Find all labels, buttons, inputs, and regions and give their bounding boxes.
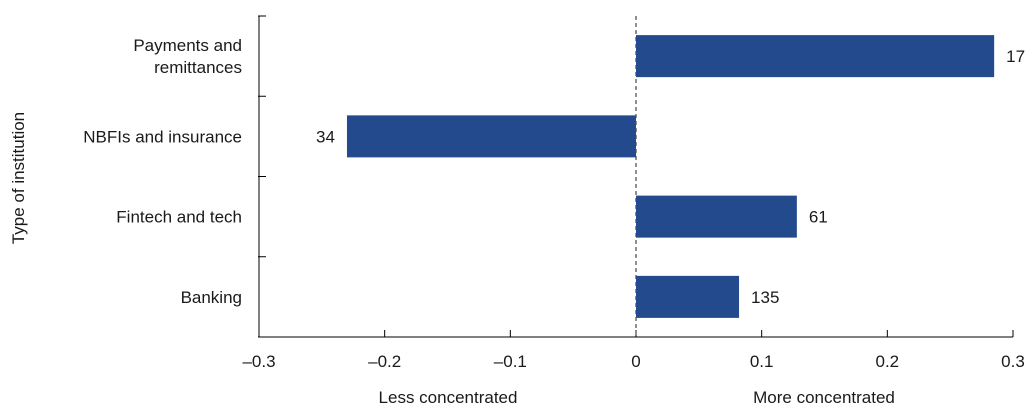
bar — [636, 195, 797, 238]
annotation-less-concentrated: Less concentrated — [379, 388, 518, 407]
category-label: Banking — [181, 288, 242, 307]
data-label: 61 — [809, 208, 828, 227]
data-label: 135 — [751, 288, 779, 307]
category-label: Fintech and tech — [116, 208, 242, 227]
data-label: 34 — [316, 127, 335, 146]
category-label: NBFIs and insurance — [83, 127, 242, 146]
data-label: 17 — [1006, 47, 1025, 66]
category-label: remittances — [154, 58, 242, 77]
x-tick-label: 0.3 — [1001, 352, 1025, 371]
x-tick-label: 0.1 — [750, 352, 774, 371]
bar — [636, 275, 740, 318]
bar — [636, 35, 995, 78]
y-axis-label: Type of institution — [9, 112, 28, 244]
x-tick-label: –0.1 — [494, 352, 527, 371]
x-tick-label: –0.3 — [242, 352, 275, 371]
x-tick-label: 0 — [631, 352, 640, 371]
bars — [346, 35, 995, 318]
x-tick-label: 0.2 — [876, 352, 900, 371]
x-tick-label: –0.2 — [368, 352, 401, 371]
annotation-more-concentrated: More concentrated — [753, 388, 895, 407]
category-label: Payments and — [133, 36, 242, 55]
labels: –0.3 –0.2 –0.1 0 0.1 0.2 0.3 17 Payments and remi… — [83, 36, 1025, 371]
bar — [346, 115, 636, 158]
